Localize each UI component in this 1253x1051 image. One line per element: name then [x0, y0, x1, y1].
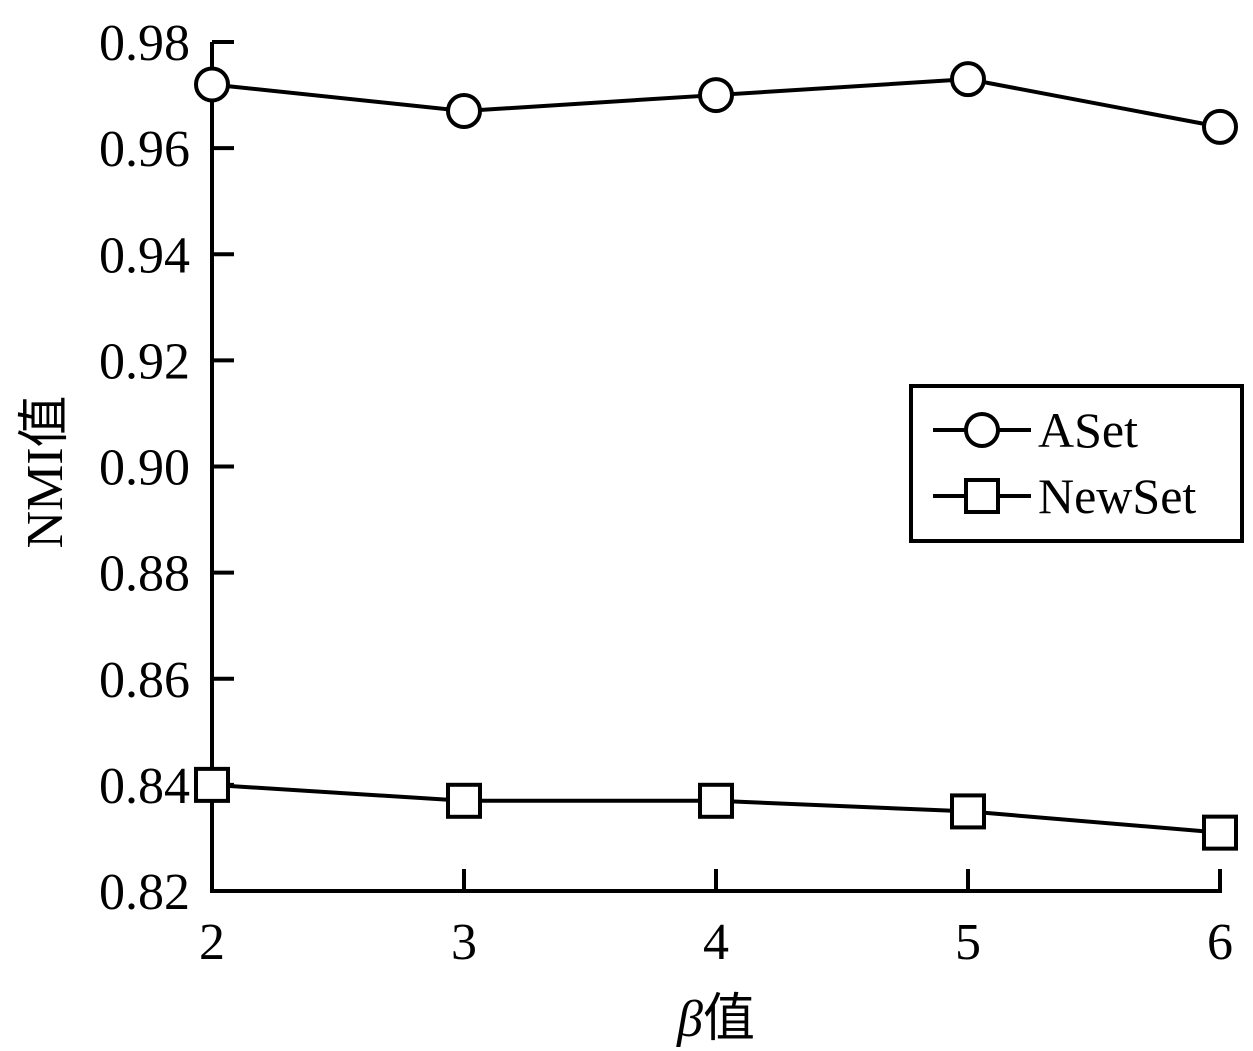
y-tick-label: 0.94 [99, 227, 190, 284]
x-tick-label: 6 [1207, 914, 1233, 971]
point-aset [950, 61, 986, 98]
y-axis-title: NMI值 [17, 395, 74, 548]
point-newset [698, 782, 734, 819]
plot-area: 0.82 0.84 0.86 0.88 0.90 0.92 0.94 0.96 0.98 2 3 4… [99, 15, 1238, 971]
y-tick-label: 0.88 [99, 546, 190, 603]
x-tick-label: 3 [451, 914, 477, 971]
y-tick-label: 0.92 [99, 333, 190, 390]
y-tick-label: 0.98 [99, 15, 190, 72]
x-ticks: 2 3 4 5 6 [199, 869, 1233, 971]
point-aset [1202, 108, 1238, 145]
point-aset [446, 92, 482, 129]
legend: ASet NewSet [909, 384, 1244, 543]
x-tick-label: 5 [955, 914, 981, 971]
legend-item-newset: NewSet [933, 468, 1196, 524]
y-tick-label: 0.96 [99, 121, 190, 178]
legend-label-aset: ASet [1038, 402, 1138, 458]
point-newset [194, 766, 230, 803]
y-tick-label: 0.82 [99, 864, 190, 921]
y-tick-label: 0.86 [99, 652, 190, 709]
legend-box [909, 384, 1244, 543]
point-newset [446, 782, 482, 819]
legend-marker-square [964, 478, 1000, 514]
x-axis-title: β值 [676, 991, 755, 1048]
point-aset [194, 66, 230, 103]
y-tick-label: 0.90 [99, 440, 190, 497]
x-tick-label: 2 [199, 914, 225, 971]
y-tick-label: 0.84 [99, 758, 190, 815]
series-layer [194, 61, 1238, 851]
x-axis-symbol: β [676, 991, 703, 1048]
legend-label-newset: NewSet [1038, 468, 1196, 524]
y-ticks: 0.82 0.84 0.86 0.88 0.90 0.92 0.94 0.96 0.98 [99, 15, 234, 921]
point-aset [698, 77, 734, 114]
legend-item-aset: ASet [933, 402, 1138, 458]
x-axis-suffix: 值 [703, 991, 755, 1048]
point-newset [950, 793, 986, 830]
x-tick-label: 4 [703, 914, 729, 971]
point-newset [1202, 814, 1238, 851]
legend-marker-circle [964, 412, 1000, 448]
